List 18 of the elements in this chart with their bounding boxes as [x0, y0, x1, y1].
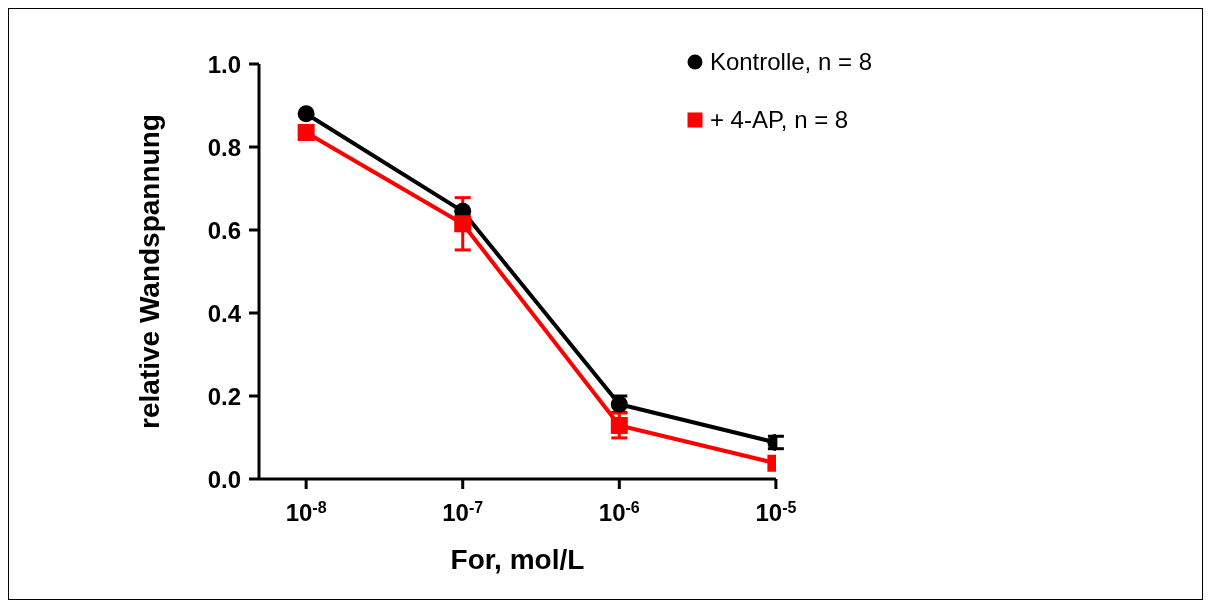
y-tick-label: 0.2: [207, 383, 241, 410]
y-tick-label: 0.8: [207, 134, 241, 161]
point: [297, 123, 315, 141]
y-tick-label: 0.6: [207, 217, 241, 244]
legend-label: Kontrolle, n = 8: [709, 48, 872, 76]
x-tick-label: 10$^{-8}$: [285, 498, 327, 526]
y-tick-label: 0.4: [207, 300, 242, 327]
x-tick-label: 10$^{-7}$: [442, 498, 484, 526]
x-tick-label: 10$^{-6}$: [598, 498, 640, 526]
point: [610, 416, 628, 434]
y-tick-label: 0.0: [207, 466, 241, 493]
y-tick-label: 1.0: [207, 51, 241, 78]
x-axis-title: For, mol/L: [450, 544, 585, 575]
y-axis-title: relative Wandspannung: [133, 114, 165, 429]
point: [297, 105, 315, 123]
legend-label: + 4-AP, n = 8: [709, 106, 849, 134]
point: [454, 215, 472, 233]
x-tick-label: 10$^{-5}$: [755, 498, 797, 526]
